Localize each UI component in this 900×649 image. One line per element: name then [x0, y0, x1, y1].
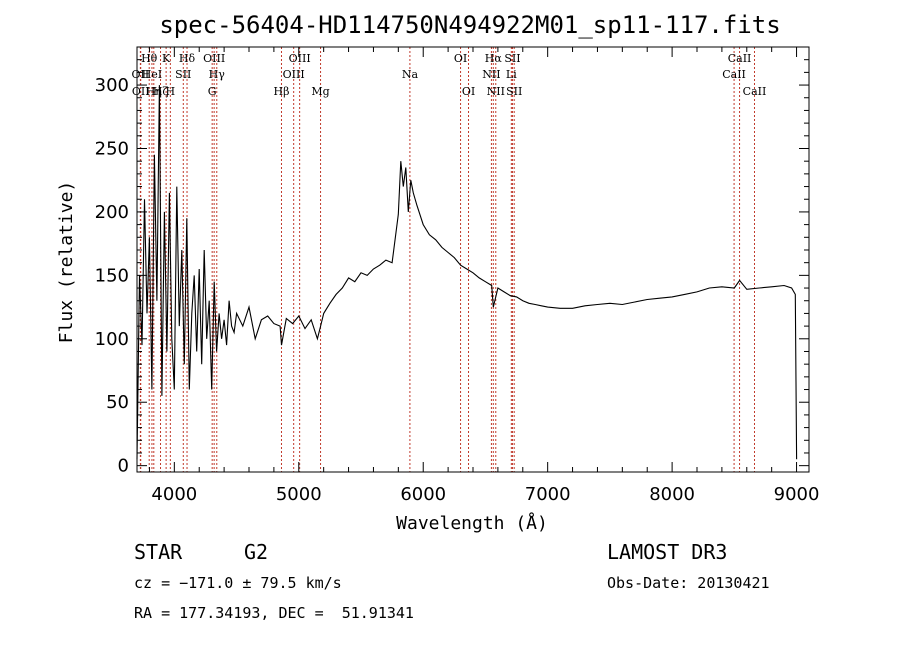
spectral-line-label: OIII	[203, 52, 225, 65]
spectral-line-label: G	[208, 85, 217, 98]
y-tick-label: 300	[95, 75, 129, 96]
spectral-line-label: CaII	[728, 52, 752, 65]
spectral-line-label: Hζ	[153, 85, 169, 98]
x-axis-label: Wavelength (Å)	[396, 512, 548, 534]
spectral-line-label: CaII	[743, 85, 767, 98]
survey-name: LAMOST DR3	[607, 540, 728, 564]
y-tick-label: 250	[95, 138, 129, 159]
spectral-line-label: SII	[175, 68, 191, 81]
spectrum-line	[136, 85, 798, 460]
subclass: G2	[244, 540, 269, 564]
spectral-line-label: Hβ	[274, 85, 290, 98]
x-tick-label: 5000	[276, 484, 322, 505]
spectral-line-label: OIII	[283, 68, 305, 81]
spectral-line-label: HeI	[142, 68, 162, 81]
x-tick-label: 6000	[400, 484, 446, 505]
spectral-line-label: H	[166, 85, 176, 98]
spectral-line-label: OI	[454, 52, 467, 65]
spectral-line-label: Hδ	[179, 52, 196, 65]
y-axis-ticks: 0 50 100 150 200 250 300	[95, 59, 809, 477]
spectral-line-label: CaII	[722, 68, 746, 81]
redshift-cz: cz = −171.0 ± 79.5 km/s	[134, 574, 342, 592]
coordinates: RA = 177.34193, DEC = 51.91341	[134, 604, 414, 622]
spectral-line-label: NII	[487, 85, 505, 98]
spectral-line-label: Hη	[146, 85, 162, 98]
x-tick-label: 8000	[649, 484, 695, 505]
spectral-line-label: K	[162, 52, 171, 65]
spectral-line-label: SII	[506, 85, 522, 98]
spectral-line-label: Li	[506, 68, 517, 81]
y-tick-label: 50	[106, 392, 129, 413]
spectral-line-label: OII	[132, 68, 150, 81]
object-class: STAR	[134, 540, 183, 564]
spectral-line-label: SII	[504, 52, 520, 65]
spectral-line-label: OIII	[289, 52, 311, 65]
spectral-line-label: Hθ	[141, 52, 158, 65]
spectral-line-label: Hα	[485, 52, 503, 65]
spectral-line-label: NII	[482, 68, 500, 81]
y-axis-label: Flux (relative)	[56, 181, 77, 344]
obs-date: Obs-Date: 20130421	[607, 574, 770, 592]
y-tick-label: 200	[95, 202, 129, 223]
y-tick-label: 150	[95, 265, 129, 286]
spectral-line-label: OI	[462, 85, 475, 98]
spectral-line-markers	[139, 47, 755, 472]
y-tick-label: 100	[95, 329, 129, 350]
x-axis-ticks: 4000 5000 6000 7000 8000 9000	[148, 47, 820, 505]
chart-title: spec-56404-HD114750N494922M01_sp11-117.f…	[159, 11, 780, 39]
x-tick-label: 9000	[774, 484, 820, 505]
spectral-line-label: Hγ	[209, 68, 226, 81]
x-tick-label: 7000	[525, 484, 571, 505]
spectral-line-label: OII	[132, 85, 150, 98]
spectral-line-label: Na	[402, 68, 419, 81]
y-tick-label: 0	[118, 456, 129, 477]
spectral-line-label: Mg	[311, 85, 329, 98]
x-tick-label: 4000	[151, 484, 197, 505]
plot-frame	[136, 46, 810, 473]
